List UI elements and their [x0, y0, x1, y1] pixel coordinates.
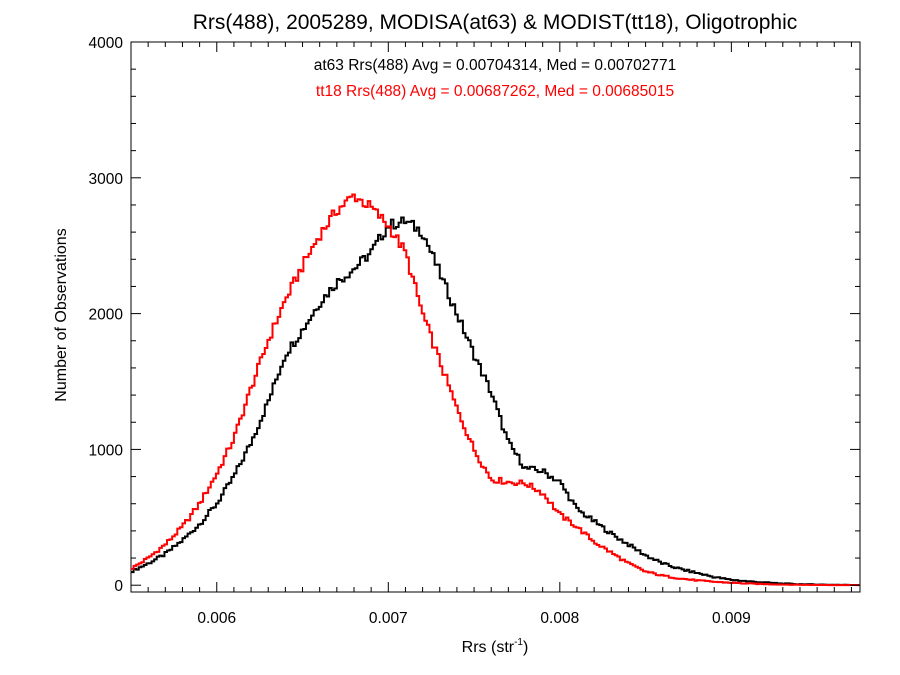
y-tick-label: 1000	[89, 442, 124, 459]
y-tick-label: 4000	[89, 35, 124, 52]
x-axis-label-end: )	[523, 639, 528, 656]
x-tick-label: 0.008	[540, 610, 579, 627]
y-tick-label: 2000	[89, 307, 124, 324]
series-layer	[131, 193, 860, 587]
chart-title: Rrs(488), 2005289, MODISA(at63) & MODIST…	[193, 11, 798, 34]
x-axis-label-main: Rrs (str	[462, 639, 515, 656]
x-tick-label: 0.006	[197, 610, 236, 627]
plot-frame	[130, 41, 861, 593]
x-axis-label-superscript: -1	[514, 637, 523, 648]
x-tick-label: 0.009	[712, 610, 751, 627]
histogram-series-1	[131, 216, 860, 587]
y-tick-label: 3000	[89, 171, 124, 188]
y-tick-label: 0	[114, 578, 123, 595]
y-axis-label: Number of Observations	[53, 228, 70, 401]
x-axis-label: Rrs (str-1)	[462, 637, 529, 656]
plot-area	[130, 41, 861, 593]
x-tick-label: 0.007	[369, 610, 408, 627]
axes-layer: 0.006 0.007 0.008 0.009 0 1000 2000 3000 4000	[89, 35, 860, 627]
histogram-series-2	[131, 193, 860, 587]
annotation-tt18-stats: tt18 Rrs(488) Avg = 0.00687262, Med = 0.…	[316, 83, 674, 100]
annotation-at63-stats: at63 Rrs(488) Avg = 0.00704314, Med = 0.…	[314, 57, 677, 74]
